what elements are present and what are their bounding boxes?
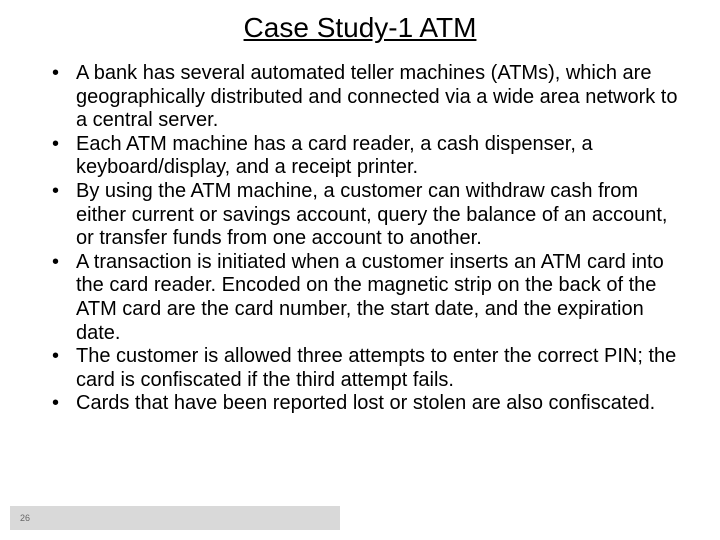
bullet-item: A bank has several automated teller mach…: [52, 62, 690, 133]
page-number-container: 26: [10, 506, 340, 530]
page-number: 26: [20, 513, 30, 523]
bullet-item: The customer is allowed three attempts t…: [52, 345, 690, 392]
bullet-item: A transaction is initiated when a custom…: [52, 251, 690, 345]
slide-title: Case Study-1 ATM: [30, 12, 690, 44]
bullet-item: Each ATM machine has a card reader, a ca…: [52, 133, 690, 180]
bullet-list: A bank has several automated teller mach…: [30, 62, 690, 416]
slide-container: Case Study-1 ATM A bank has several auto…: [0, 0, 720, 540]
bullet-item: By using the ATM machine, a customer can…: [52, 180, 690, 251]
bullet-item: Cards that have been reported lost or st…: [52, 392, 690, 416]
